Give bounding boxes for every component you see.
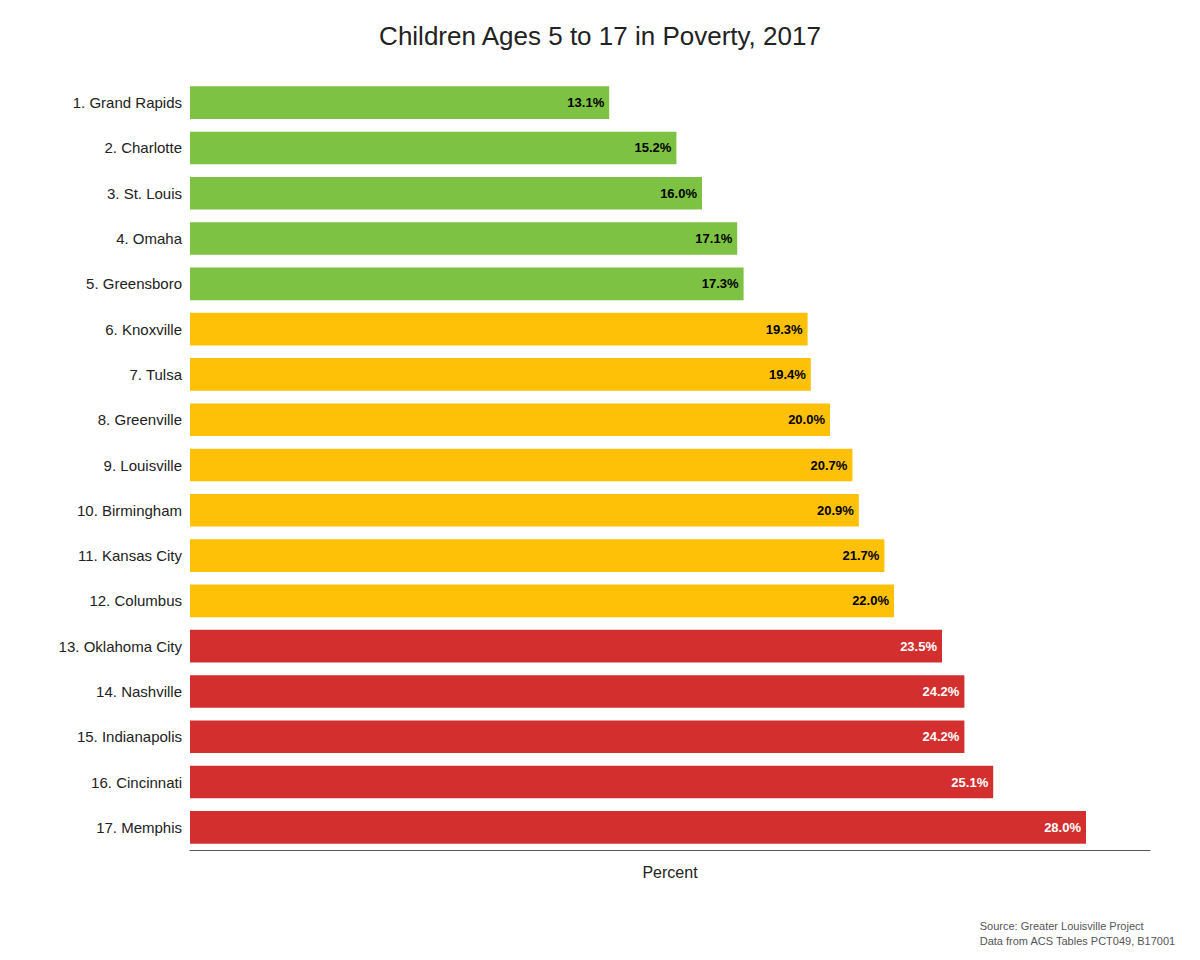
svg-text:6. Knoxville: 6. Knoxville (105, 321, 182, 338)
svg-text:2. Charlotte: 2. Charlotte (104, 139, 182, 156)
svg-text:13.1%: 13.1% (567, 95, 604, 110)
svg-text:Data from ACS Tables PCT049, B: Data from ACS Tables PCT049, B17001 (980, 935, 1175, 947)
svg-text:13. Oklahoma City: 13. Oklahoma City (59, 638, 183, 655)
svg-text:15. Indianapolis: 15. Indianapolis (77, 728, 182, 745)
svg-text:24.2%: 24.2% (923, 729, 960, 744)
svg-text:12. Columbus: 12. Columbus (89, 592, 182, 609)
svg-text:19.3%: 19.3% (766, 322, 803, 337)
svg-text:3. St. Louis: 3. St. Louis (107, 185, 182, 202)
svg-text:5. Greensboro: 5. Greensboro (86, 275, 182, 292)
svg-text:19.4%: 19.4% (769, 367, 806, 382)
svg-text:17.3%: 17.3% (702, 276, 739, 291)
svg-text:28.0%: 28.0% (1044, 820, 1081, 835)
svg-text:9. Louisville: 9. Louisville (104, 457, 182, 474)
svg-text:20.9%: 20.9% (817, 503, 854, 518)
svg-text:21.7%: 21.7% (843, 548, 880, 563)
svg-text:15.2%: 15.2% (635, 140, 672, 155)
svg-text:Children Ages 5 to 17 in Pover: Children Ages 5 to 17 in Poverty, 2017 (379, 21, 821, 51)
svg-text:24.2%: 24.2% (923, 684, 960, 699)
svg-text:11. Kansas City: 11. Kansas City (78, 547, 182, 564)
svg-text:17. Memphis: 17. Memphis (96, 819, 182, 836)
svg-text:16.0%: 16.0% (660, 186, 697, 201)
svg-text:10. Birmingham: 10. Birmingham (77, 502, 182, 519)
svg-text:17.1%: 17.1% (695, 231, 732, 246)
svg-text:23.5%: 23.5% (900, 639, 937, 654)
svg-text:16. Cincinnati: 16. Cincinnati (91, 774, 182, 791)
svg-text:20.0%: 20.0% (788, 412, 825, 427)
svg-text:25.1%: 25.1% (951, 775, 988, 790)
svg-text:Source: Greater Louisville Pro: Source: Greater Louisville Project (980, 920, 1144, 932)
svg-text:4. Omaha: 4. Omaha (116, 230, 183, 247)
svg-text:Percent: Percent (642, 864, 698, 881)
svg-text:20.7%: 20.7% (811, 458, 848, 473)
svg-text:14. Nashville: 14. Nashville (96, 683, 182, 700)
svg-text:7. Tulsa: 7. Tulsa (129, 366, 182, 383)
svg-text:8. Greenville: 8. Greenville (98, 411, 182, 428)
svg-text:22.0%: 22.0% (852, 593, 889, 608)
svg-text:1. Grand Rapids: 1. Grand Rapids (73, 94, 182, 111)
